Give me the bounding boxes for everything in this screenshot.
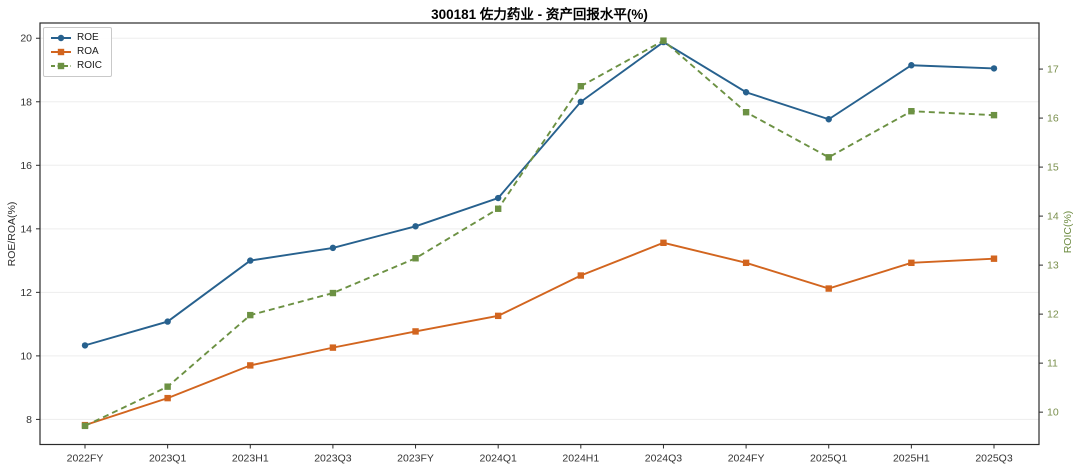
legend-label-roe: ROE xyxy=(77,32,99,43)
data-point xyxy=(742,259,750,267)
svg-text:2024H1: 2024H1 xyxy=(562,453,599,465)
data-point xyxy=(247,362,254,369)
svg-text:12: 12 xyxy=(1047,309,1059,321)
data-point xyxy=(164,394,171,402)
svg-text:14: 14 xyxy=(1047,211,1059,223)
data-point xyxy=(742,89,750,96)
svg-text:10: 10 xyxy=(1047,407,1059,419)
data-point xyxy=(908,259,915,267)
legend-label-roic: ROIC xyxy=(77,60,102,71)
data-point xyxy=(908,62,915,69)
legend-item-roa: ROA xyxy=(50,46,102,58)
svg-text:20: 20 xyxy=(20,33,32,45)
svg-text:14: 14 xyxy=(20,223,32,235)
series-roa-line xyxy=(84,241,995,427)
legend-item-roic: ROIC xyxy=(50,60,102,72)
data-point xyxy=(412,223,419,230)
data-point xyxy=(825,154,832,161)
y-axis-label-left: ROE/ROA(%) xyxy=(6,201,18,267)
roe-line-marker-icon xyxy=(51,34,71,42)
data-point xyxy=(81,422,89,430)
data-point xyxy=(660,239,667,247)
data-point xyxy=(494,312,502,320)
svg-text:2024Q3: 2024Q3 xyxy=(645,453,683,465)
y-tick-labels-left: 8 10 12 14 16 18 20 xyxy=(20,33,32,426)
svg-text:2024FY: 2024FY xyxy=(728,453,765,465)
svg-text:12: 12 xyxy=(20,287,32,299)
data-point xyxy=(412,255,419,262)
svg-text:13: 13 xyxy=(1047,260,1059,272)
svg-text:11: 11 xyxy=(1047,358,1058,370)
data-point xyxy=(412,328,419,335)
roa-line-marker-icon xyxy=(51,48,71,56)
plot-frame xyxy=(39,22,1040,446)
data-point xyxy=(825,116,832,123)
data-point xyxy=(990,65,998,72)
svg-text:2023H1: 2023H1 xyxy=(232,453,269,465)
series-roe xyxy=(81,38,998,349)
data-point xyxy=(577,98,585,105)
svg-text:10: 10 xyxy=(20,350,32,362)
svg-text:16: 16 xyxy=(1047,113,1059,125)
series-roe-line xyxy=(84,40,995,347)
y-tick-labels-right: 10 11 12 13 14 15 16 17 xyxy=(1047,64,1059,419)
data-point xyxy=(990,255,998,262)
gridlines xyxy=(40,37,1039,420)
data-point xyxy=(494,205,502,212)
data-point xyxy=(247,311,254,319)
svg-text:2025Q1: 2025Q1 xyxy=(810,453,848,465)
data-point xyxy=(164,383,171,390)
series-roic xyxy=(81,37,998,430)
svg-text:16: 16 xyxy=(20,160,32,172)
svg-text:2022FY: 2022FY xyxy=(67,453,104,465)
svg-text:2023Q1: 2023Q1 xyxy=(149,453,187,465)
data-point xyxy=(81,342,89,349)
series-roic-line xyxy=(84,39,995,427)
data-point xyxy=(825,285,832,292)
svg-text:8: 8 xyxy=(26,414,32,426)
data-point xyxy=(247,257,254,264)
data-point xyxy=(164,318,171,325)
data-point xyxy=(577,83,585,90)
x-tick-labels: 2022FY 2023Q1 2023H1 2023Q3 2023FY 2024Q1 2024… xyxy=(67,453,1013,465)
axis-ticks xyxy=(36,37,1043,449)
svg-text:17: 17 xyxy=(1047,64,1059,76)
svg-text:2025Q3: 2025Q3 xyxy=(975,453,1013,465)
legend-label-roa: ROA xyxy=(77,46,99,57)
data-point xyxy=(742,109,750,116)
series-roa xyxy=(81,239,998,429)
data-point xyxy=(908,108,915,115)
svg-text:2025H1: 2025H1 xyxy=(893,453,930,465)
svg-text:2023Q3: 2023Q3 xyxy=(314,453,352,465)
data-point xyxy=(329,244,337,252)
data-point xyxy=(660,37,667,44)
svg-text:18: 18 xyxy=(20,96,32,108)
data-point xyxy=(577,272,585,279)
svg-text:15: 15 xyxy=(1047,162,1059,174)
legend: ROE ROA ROIC xyxy=(43,27,112,77)
data-point xyxy=(990,111,998,119)
roic-line-marker-icon xyxy=(51,62,71,70)
svg-text:2024Q1: 2024Q1 xyxy=(479,453,517,465)
chart-title: 300181 佐力药业 - 资产回报水平(%) xyxy=(431,7,648,22)
y-axis-label-right: ROIC(%) xyxy=(1062,210,1074,254)
legend-item-roe: ROE xyxy=(50,32,102,44)
svg-text:2023FY: 2023FY xyxy=(397,453,434,465)
data-point xyxy=(494,194,502,202)
data-point xyxy=(329,289,337,297)
data-point xyxy=(329,344,337,351)
